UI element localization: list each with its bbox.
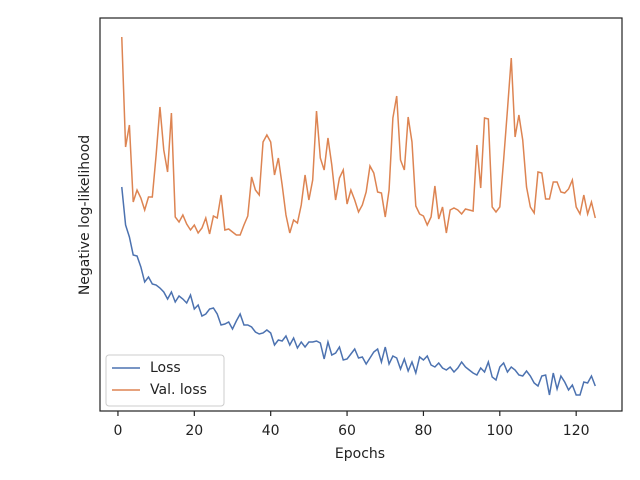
x-tick-label: 120 (563, 423, 590, 439)
plot-frame (99, 17, 623, 412)
legend-label: Val. loss (150, 382, 207, 398)
x-tick-label: 100 (486, 423, 513, 439)
x-tick-label: 80 (415, 423, 433, 439)
series-line (121, 36, 596, 236)
x-tick-label: 0 (113, 423, 122, 439)
x-tick-label: 20 (185, 423, 203, 439)
y-axis-label: Negative log-likelihood (77, 135, 93, 295)
legend: Loss Val. loss (105, 354, 225, 407)
x-tick-label: 40 (262, 423, 280, 439)
x-tick-label: 60 (338, 423, 356, 439)
x-axis-label: Epochs (335, 446, 385, 462)
series-line (121, 186, 596, 396)
legend-label: Loss (150, 360, 181, 376)
